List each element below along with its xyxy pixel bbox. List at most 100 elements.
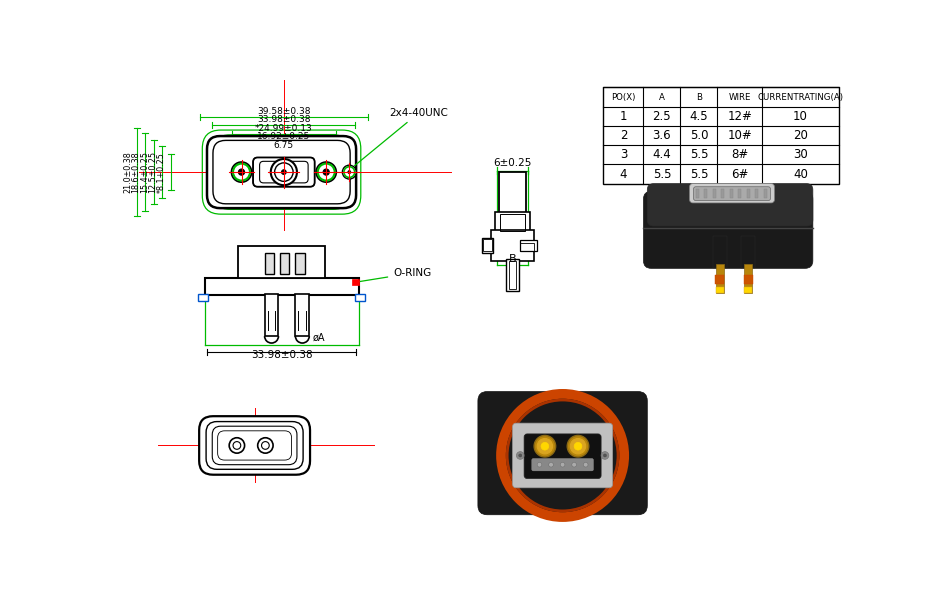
Text: 4.4: 4.4 xyxy=(652,148,671,161)
FancyBboxPatch shape xyxy=(207,136,356,208)
Text: O-RING: O-RING xyxy=(358,268,431,282)
Bar xyxy=(238,246,325,278)
Circle shape xyxy=(316,162,337,182)
Text: WIRE: WIRE xyxy=(728,92,751,101)
Text: 15.4±0.25: 15.4±0.25 xyxy=(140,151,149,193)
Text: B: B xyxy=(696,92,702,101)
Text: 4: 4 xyxy=(619,167,627,181)
Text: 18.6±0.38: 18.6±0.38 xyxy=(132,151,141,193)
Bar xyxy=(500,214,525,232)
Circle shape xyxy=(271,159,297,185)
Text: øA: øA xyxy=(312,332,325,343)
Bar xyxy=(509,262,516,289)
Text: 33.98±0.38: 33.98±0.38 xyxy=(258,115,310,124)
Bar xyxy=(198,294,209,301)
Bar xyxy=(494,212,530,233)
Bar xyxy=(746,189,750,198)
Circle shape xyxy=(571,439,586,454)
Text: 12.5±0.25: 12.5±0.25 xyxy=(149,151,158,193)
Circle shape xyxy=(239,169,244,175)
Circle shape xyxy=(537,439,553,454)
Circle shape xyxy=(601,452,609,460)
Bar xyxy=(520,240,537,251)
Bar xyxy=(205,278,358,295)
FancyBboxPatch shape xyxy=(648,184,813,226)
Text: 10: 10 xyxy=(793,110,808,123)
Text: 3: 3 xyxy=(619,148,627,161)
Bar xyxy=(744,287,752,293)
Bar xyxy=(716,264,724,293)
Circle shape xyxy=(541,442,549,450)
FancyBboxPatch shape xyxy=(525,434,601,479)
Circle shape xyxy=(342,165,356,179)
Text: 5.0: 5.0 xyxy=(690,129,708,142)
Bar xyxy=(265,294,278,336)
Circle shape xyxy=(572,463,576,467)
FancyBboxPatch shape xyxy=(532,458,593,471)
Text: 8#: 8# xyxy=(731,148,748,161)
Text: 21.0±0.38: 21.0±0.38 xyxy=(123,151,133,193)
Circle shape xyxy=(348,170,351,173)
Text: 6.75: 6.75 xyxy=(274,140,294,149)
Circle shape xyxy=(584,463,588,467)
Text: 30: 30 xyxy=(793,148,807,161)
Text: A: A xyxy=(659,92,665,101)
Text: 10#: 10# xyxy=(728,129,752,142)
Circle shape xyxy=(258,438,274,453)
Text: 16.92±0.25: 16.92±0.25 xyxy=(258,132,310,141)
Circle shape xyxy=(574,442,582,450)
Bar xyxy=(715,275,725,284)
Bar xyxy=(744,275,753,284)
Bar xyxy=(738,189,742,198)
Circle shape xyxy=(516,452,525,460)
Text: B: B xyxy=(509,254,516,264)
Circle shape xyxy=(537,463,541,467)
Bar xyxy=(483,239,492,251)
Text: 6±0.25: 6±0.25 xyxy=(494,158,532,168)
FancyBboxPatch shape xyxy=(644,191,813,268)
Circle shape xyxy=(282,170,286,175)
Bar xyxy=(763,189,767,198)
Text: 20: 20 xyxy=(793,129,808,142)
Bar xyxy=(713,236,727,268)
Bar xyxy=(507,259,519,292)
FancyBboxPatch shape xyxy=(694,187,771,200)
Circle shape xyxy=(567,436,588,457)
Bar xyxy=(295,253,305,274)
FancyBboxPatch shape xyxy=(690,184,775,203)
FancyBboxPatch shape xyxy=(253,157,315,187)
Text: *8.1+0.25: *8.1+0.25 xyxy=(157,152,166,193)
Bar xyxy=(603,88,839,184)
Circle shape xyxy=(323,169,329,175)
Text: 33.98±0.38: 33.98±0.38 xyxy=(251,350,312,361)
Text: 6#: 6# xyxy=(731,167,748,181)
Text: 4.5: 4.5 xyxy=(690,110,708,123)
Bar xyxy=(704,189,708,198)
Text: 5.5: 5.5 xyxy=(690,167,708,181)
Bar xyxy=(265,253,274,274)
Bar xyxy=(713,189,716,198)
Bar xyxy=(295,294,309,336)
Bar xyxy=(742,236,755,268)
Text: 2x4-40UNC: 2x4-40UNC xyxy=(354,108,448,166)
Text: 5.5: 5.5 xyxy=(690,148,708,161)
Text: 40: 40 xyxy=(793,167,808,181)
Text: 2.5: 2.5 xyxy=(652,110,671,123)
Circle shape xyxy=(231,162,252,182)
Bar xyxy=(280,253,290,274)
Text: 2: 2 xyxy=(619,129,627,142)
Circle shape xyxy=(519,454,522,457)
Bar xyxy=(696,189,699,198)
Circle shape xyxy=(549,463,554,467)
Bar xyxy=(520,243,534,251)
Text: 1: 1 xyxy=(619,110,627,123)
Bar xyxy=(354,294,365,301)
Bar xyxy=(721,189,725,198)
FancyBboxPatch shape xyxy=(199,416,310,475)
Bar xyxy=(352,279,358,285)
Circle shape xyxy=(534,436,556,457)
Text: 12#: 12# xyxy=(728,110,752,123)
Bar xyxy=(716,287,724,293)
Bar xyxy=(729,189,733,198)
Text: 3.6: 3.6 xyxy=(652,129,671,142)
